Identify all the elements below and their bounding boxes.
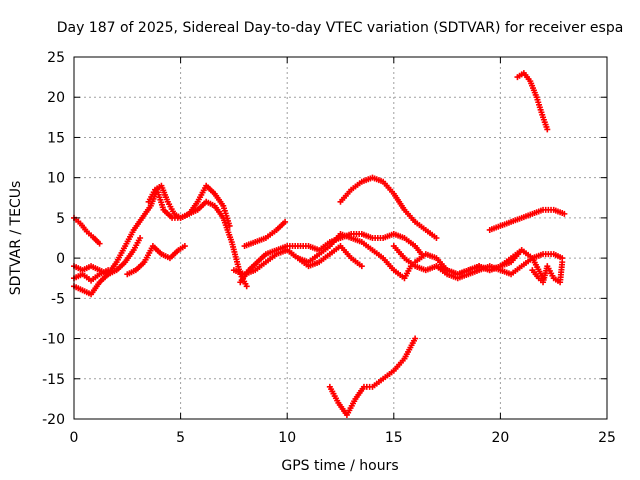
x-tick-label: 20 bbox=[491, 430, 509, 446]
data-series bbox=[71, 70, 568, 418]
series-track-11 bbox=[337, 174, 440, 241]
series-track-6 bbox=[124, 243, 188, 278]
data-point bbox=[181, 243, 188, 250]
series-track-15 bbox=[433, 251, 566, 282]
series-track-8 bbox=[237, 230, 425, 286]
y-tick-label: -20 bbox=[42, 412, 65, 428]
data-point bbox=[243, 283, 250, 290]
x-tick-label: 25 bbox=[598, 430, 616, 446]
series-track-16 bbox=[486, 206, 568, 233]
data-point bbox=[137, 235, 144, 241]
x-tick-labels: 0 5 10 15 20 25 bbox=[70, 430, 616, 446]
grid-lines bbox=[74, 57, 607, 419]
series-track-18 bbox=[529, 259, 566, 286]
x-tick-label: 0 bbox=[70, 430, 79, 446]
series-track-10 bbox=[284, 243, 365, 270]
series-track-12 bbox=[326, 335, 419, 418]
data-point bbox=[96, 240, 103, 247]
y-tick-label: -15 bbox=[42, 372, 65, 388]
y-tick-label: 25 bbox=[47, 50, 65, 66]
y-tick-label: 10 bbox=[47, 171, 65, 187]
series-track-9 bbox=[241, 218, 289, 250]
y-tick-label: -5 bbox=[51, 291, 65, 307]
data-point bbox=[282, 218, 289, 225]
data-point bbox=[226, 222, 233, 229]
chart-title: Day 187 of 2025, Sidereal Day-to-day VTE… bbox=[57, 20, 624, 36]
x-axis-label: GPS time / hours bbox=[281, 458, 398, 474]
x-tick-label: 10 bbox=[278, 430, 296, 446]
series-track-3 bbox=[145, 182, 233, 229]
data-point bbox=[105, 267, 112, 274]
axis-ticks bbox=[73, 56, 608, 420]
y-tick-label: 15 bbox=[47, 130, 65, 146]
y-tick-label: 20 bbox=[47, 90, 65, 106]
data-point bbox=[412, 335, 419, 342]
x-tick-label: 15 bbox=[385, 430, 403, 446]
data-point bbox=[358, 263, 365, 270]
y-axis-label: SDTVAR / TECUs bbox=[8, 181, 24, 296]
y-tick-label: 5 bbox=[56, 211, 65, 227]
series-track-17 bbox=[514, 70, 551, 133]
data-point bbox=[559, 259, 566, 266]
y-tick-label: -10 bbox=[42, 332, 65, 348]
data-point bbox=[561, 210, 568, 217]
data-point bbox=[433, 235, 440, 241]
y-tick-label: 0 bbox=[56, 251, 65, 267]
y-tick-labels: -20 -15 -10 -5 0 5 10 15 20 25 bbox=[42, 50, 65, 428]
plot-frame bbox=[73, 56, 608, 420]
data-point bbox=[544, 126, 551, 133]
x-tick-label: 5 bbox=[176, 430, 185, 446]
